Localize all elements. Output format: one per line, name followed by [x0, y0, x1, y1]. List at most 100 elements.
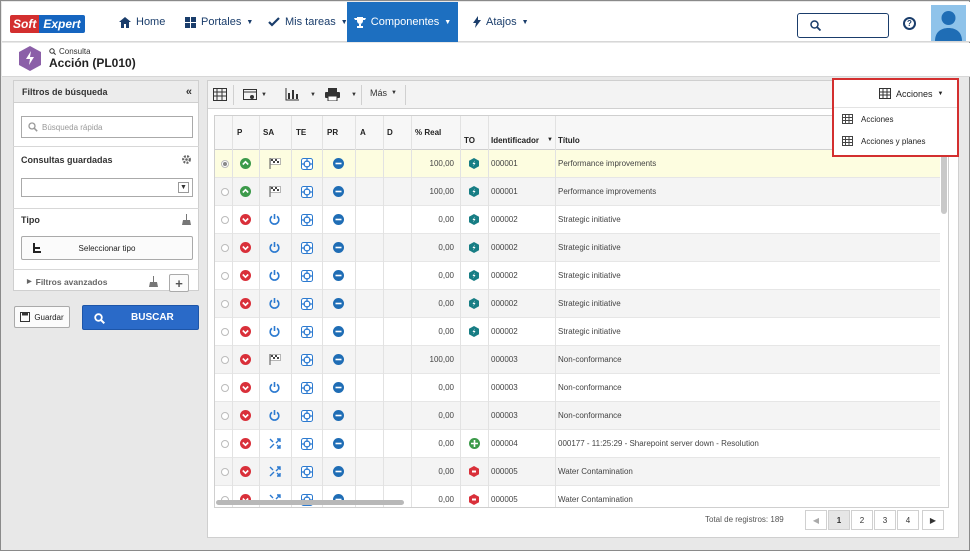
- table-row[interactable]: 100,00 000003 Non-conformance: [215, 346, 940, 374]
- more-menu[interactable]: Más ▼: [370, 88, 397, 98]
- page-1[interactable]: 1: [828, 510, 850, 530]
- table-row[interactable]: 0,00 000003 Non-conformance: [215, 402, 940, 430]
- prev-page-button[interactable]: ◀: [805, 510, 827, 530]
- table-row[interactable]: 0,00 000002 Strategic initiative: [215, 206, 940, 234]
- target-icon: [301, 466, 313, 480]
- row-radio[interactable]: [221, 440, 229, 448]
- table-row[interactable]: 100,00 000001 Performance improvements: [215, 150, 940, 178]
- col-sa[interactable]: SA: [263, 128, 275, 137]
- divider: [13, 269, 199, 270]
- minus-circle-icon: [333, 270, 344, 283]
- chevron-down-icon[interactable]: ▼: [261, 92, 267, 98]
- view-settings-icon[interactable]: [243, 88, 257, 101]
- col-d[interactable]: D: [387, 128, 393, 137]
- col-identificador[interactable]: Identificador: [491, 136, 540, 145]
- quick-search-input[interactable]: Búsqueda rápida: [21, 116, 193, 138]
- table-row[interactable]: 0,00 000004 000177 - 11:25:29 - Sharepoint…: [215, 430, 940, 458]
- table-row[interactable]: 0,00 000002 Strategic initiative: [215, 290, 940, 318]
- row-radio[interactable]: [221, 272, 229, 280]
- table-row[interactable]: 100,00 000001 Performance improvements: [215, 178, 940, 206]
- action-type-icon: [469, 158, 479, 171]
- page-4[interactable]: 4: [897, 510, 919, 530]
- softexpert-logo[interactable]: Soft Expert: [10, 14, 85, 34]
- col-p[interactable]: P: [237, 128, 243, 137]
- priority-down-icon: [240, 298, 251, 311]
- target-icon: [301, 354, 313, 368]
- nav-portales[interactable]: Portales ▼: [181, 2, 257, 42]
- advanced-filters-toggle[interactable]: ▶ Filtros avanzados: [27, 277, 108, 287]
- row-radio[interactable]: [221, 468, 229, 476]
- row-radio[interactable]: [221, 216, 229, 224]
- row-radio[interactable]: [221, 188, 229, 196]
- user-avatar[interactable]: [931, 5, 966, 41]
- page-3[interactable]: 3: [874, 510, 896, 530]
- nav-componentes[interactable]: Componentes ▼: [347, 2, 458, 42]
- power-icon: [269, 270, 280, 283]
- total-records: Total de registros: 189: [705, 515, 784, 524]
- chevron-down-icon[interactable]: ▼: [310, 92, 316, 98]
- dropdown-item-acciones-y-planes[interactable]: Acciones y planes: [842, 136, 925, 146]
- filters-title: Filtros de búsqueda «: [14, 81, 198, 103]
- row-radio[interactable]: [221, 244, 229, 252]
- horizontal-scrollbar[interactable]: [216, 500, 404, 505]
- saved-queries-select[interactable]: ▼: [21, 178, 193, 197]
- col-real[interactable]: % Real: [415, 128, 442, 137]
- table-row[interactable]: 0,00 000003 Non-conformance: [215, 374, 940, 402]
- table-row[interactable]: 0,00 000005 Water Contamination: [215, 458, 940, 486]
- row-radio[interactable]: [221, 300, 229, 308]
- search-button[interactable]: BUSCAR: [82, 305, 199, 330]
- target-icon: [301, 298, 313, 312]
- page-2[interactable]: 2: [851, 510, 873, 530]
- broom-icon[interactable]: [182, 214, 191, 225]
- col-te[interactable]: TE: [296, 128, 307, 137]
- table-icon[interactable]: [213, 88, 227, 101]
- table-icon: [842, 136, 853, 146]
- collapse-icon[interactable]: «: [185, 86, 192, 98]
- search-icon: [810, 20, 821, 31]
- minus-circle-icon: [333, 466, 344, 479]
- row-radio[interactable]: [221, 412, 229, 420]
- row-radio[interactable]: [221, 328, 229, 336]
- vertical-scrollbar[interactable]: [941, 149, 947, 214]
- table-row[interactable]: 0,00 000002 Strategic initiative: [215, 318, 940, 346]
- type-label: Tipo: [21, 215, 40, 225]
- broom-icon[interactable]: [149, 276, 158, 287]
- dropdown-item-acciones[interactable]: Acciones: [842, 114, 893, 124]
- table-row[interactable]: 0,00 000002 Strategic initiative: [215, 234, 940, 262]
- nav-atajos[interactable]: Atajos ▼: [469, 2, 533, 42]
- col-to[interactable]: TO: [464, 136, 475, 145]
- col-pr[interactable]: PR: [327, 128, 339, 137]
- row-radio[interactable]: [221, 356, 229, 364]
- divider: [411, 116, 412, 507]
- real-value: 0,00: [438, 495, 454, 504]
- add-filter-button[interactable]: +: [169, 274, 189, 292]
- views-menu-button[interactable]: Acciones ▼: [879, 88, 943, 99]
- save-button[interactable]: Guardar: [14, 306, 70, 328]
- col-a[interactable]: A: [360, 128, 366, 137]
- chevron-down-icon: ▼: [521, 18, 529, 26]
- help-icon[interactable]: ?: [903, 17, 916, 30]
- next-page-button[interactable]: ▶: [922, 510, 944, 530]
- real-value: 0,00: [438, 439, 454, 448]
- real-value: 100,00: [429, 159, 454, 168]
- chart-icon[interactable]: [285, 88, 299, 101]
- chevron-down-icon[interactable]: ▼: [351, 92, 357, 98]
- row-title: Strategic initiative: [558, 299, 621, 308]
- global-search-input[interactable]: [797, 13, 889, 38]
- table-row[interactable]: 0,00 000002 Strategic initiative: [215, 262, 940, 290]
- col-titulo[interactable]: Título: [558, 136, 580, 145]
- row-identifier: 000005: [491, 495, 518, 504]
- sort-desc-icon[interactable]: ▼: [547, 137, 553, 143]
- row-radio[interactable]: [221, 160, 229, 168]
- nav-home[interactable]: Home: [115, 2, 169, 42]
- target-icon: [301, 270, 313, 284]
- nav-mis-tareas[interactable]: Mis tareas ▼: [264, 2, 352, 42]
- views-dropdown: Acciones ▼ Acciones Acciones y planes: [832, 78, 959, 157]
- search-icon: [28, 122, 38, 132]
- row-identifier: 000002: [491, 215, 518, 224]
- select-type-button[interactable]: Seleccionar tipo: [21, 236, 193, 260]
- row-radio[interactable]: [221, 384, 229, 392]
- bolt-icon: [473, 16, 481, 28]
- gear-icon[interactable]: [181, 154, 192, 165]
- print-icon[interactable]: [325, 88, 340, 101]
